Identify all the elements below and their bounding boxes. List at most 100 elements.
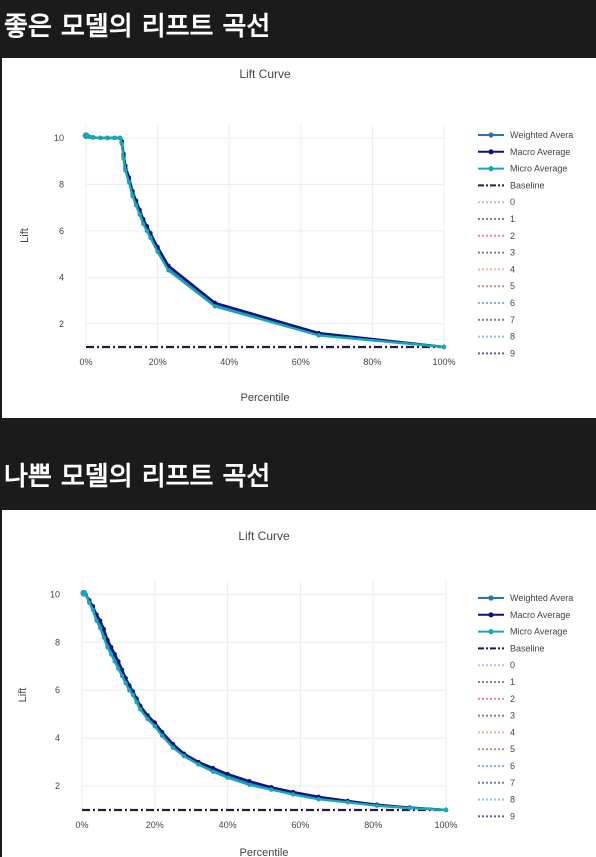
chart0-series-point-2 xyxy=(133,203,139,208)
chart1-x-tick-label: 80% xyxy=(364,820,382,830)
good-model-heading: 좋은 모델의 리프트 곡선 xyxy=(4,12,271,42)
chart1-legend-marker xyxy=(488,595,494,601)
chart0-x-tick-label: 80% xyxy=(363,357,381,367)
chart1-legend-label: 4 xyxy=(510,727,515,737)
chart1-legend-label: 1 xyxy=(510,677,515,687)
chart1-series-point-2 xyxy=(87,600,92,605)
chart1-series-point-1 xyxy=(225,771,230,777)
chart0-series-point-2 xyxy=(130,193,135,199)
chart1-x-tick-label: 20% xyxy=(146,820,164,830)
chart1-series-point-2 xyxy=(196,762,201,767)
chart0-series-point-2 xyxy=(166,268,171,273)
chart0-series-point-2 xyxy=(126,179,132,185)
chart0-series-line-2 xyxy=(85,134,445,349)
chart1-legend-label: 9 xyxy=(510,811,515,821)
chart1-series-point-1 xyxy=(108,644,114,650)
chart1-series-point-2 xyxy=(316,797,321,802)
chart0-x-axis-label: Percentile xyxy=(241,392,290,404)
chart1-series-point-2 xyxy=(90,607,96,613)
bad-model-chart-panel: Lift Curve 0% 20% 40% 60% 80% 100% 2 4 6 8 10 Percen… xyxy=(2,510,596,857)
chart0-series-point-2 xyxy=(148,235,153,241)
chart1-series-point-2 xyxy=(181,753,187,759)
chart1-series-point-1 xyxy=(116,659,121,664)
chart0-series-point-2 xyxy=(119,141,125,146)
chart1-legend-label: 3 xyxy=(510,711,515,721)
chart0-legend-marker xyxy=(488,166,494,172)
chart1-series-point-2 xyxy=(134,699,139,705)
chart1-legend-label: Micro Average xyxy=(510,627,567,637)
chart0-legend-label: 3 xyxy=(510,248,515,258)
chart0-series-point-2 xyxy=(105,135,110,141)
chart1-x-tick-label: 60% xyxy=(291,820,309,830)
chart1-series-point-2 xyxy=(83,592,88,597)
chart1-series-point-2 xyxy=(108,652,114,657)
chart1-series-point-2 xyxy=(98,625,103,631)
chart1-legend-marker xyxy=(488,612,494,618)
chart1-series-point-2 xyxy=(138,707,143,712)
chart0-x-tick-label: 100% xyxy=(432,357,455,367)
chart0-legend-marker xyxy=(488,132,494,138)
chart1-series-point-2 xyxy=(170,745,176,750)
chart1-series-point-1 xyxy=(247,779,252,784)
chart1-series-point-2 xyxy=(123,680,128,686)
chart0-y-tick-label: 6 xyxy=(59,226,64,236)
chart0-legend-label: 5 xyxy=(510,281,515,291)
chart1-x-tick-label: 0% xyxy=(75,820,88,830)
chart1-x-tick-label: 100% xyxy=(434,820,457,830)
chart1-x-axis-label: Percentile xyxy=(240,847,289,857)
chart1-series-point-2 xyxy=(407,805,412,811)
chart1-legend-marker xyxy=(488,629,494,635)
chart1-legend-label: Macro Average xyxy=(510,610,570,620)
chart1-legend-label: Baseline xyxy=(510,643,545,653)
chart0-y-tick-label: 2 xyxy=(59,319,64,329)
chart1-y-tick-label: 8 xyxy=(55,637,60,647)
chart1-series-point-2 xyxy=(290,792,296,797)
chart0-title: Lift Curve xyxy=(239,67,291,81)
chart0-legend-label: 1 xyxy=(510,214,515,224)
chart1-series-point-2 xyxy=(105,644,110,650)
bad-model-heading: 나쁜 모델의 리프트 곡선 xyxy=(4,462,271,492)
chart0-legend-label: 9 xyxy=(510,348,515,358)
chart1-y-tick-label: 4 xyxy=(55,733,60,743)
chart0-legend-label: 2 xyxy=(510,231,515,241)
chart1-legend-label: 5 xyxy=(510,744,515,754)
chart1-legend-label: 7 xyxy=(510,778,515,788)
chart0-y-axis-label: Lift xyxy=(19,228,31,243)
chart0-series-point-2 xyxy=(117,135,123,141)
chart1-legend-label: 6 xyxy=(510,761,515,771)
chart1-legend-label: 2 xyxy=(510,694,515,704)
chart0-series-point-2 xyxy=(87,134,92,139)
chart0-x-tick-label: 40% xyxy=(220,357,238,367)
chart1-series-point-2 xyxy=(374,803,380,808)
chart1-series-point-2 xyxy=(94,618,99,623)
chart1-series-point-2 xyxy=(119,673,125,679)
chart0-legend-label: 7 xyxy=(510,315,515,325)
chart0-series-point-2 xyxy=(144,228,150,234)
chart1-series-point-2 xyxy=(152,723,157,729)
chart0-series-line-1 xyxy=(85,134,445,349)
chart0-x-tick-label: 0% xyxy=(79,357,92,367)
chart1-series-point-1 xyxy=(98,618,103,623)
chart1-series-point-2 xyxy=(116,666,121,671)
chart0-series-point-2 xyxy=(137,212,142,217)
chart0-series-point-2 xyxy=(121,156,126,162)
chart1-series-point-2 xyxy=(127,688,132,693)
chart0-x-tick-label: 60% xyxy=(292,357,310,367)
chart1-series-point-2 xyxy=(345,800,350,805)
chart1-series-point-1 xyxy=(101,626,107,632)
chart0-y-tick-label: 4 xyxy=(59,272,64,282)
good-model-chart-panel: Lift Curve 0% 20% 40% 60% 80% 100% 2 4 6 8 10 Percen… xyxy=(2,58,596,418)
chart0-series-point-2 xyxy=(112,135,117,141)
chart0-series-point-2 xyxy=(155,249,160,254)
chart1-title: Lift Curve xyxy=(238,529,290,543)
chart0-y-tick-label: 8 xyxy=(59,179,64,189)
chart0-legend-label: 0 xyxy=(510,197,515,207)
chart0-legend-label: 8 xyxy=(510,332,515,342)
chart1-y-tick-label: 6 xyxy=(55,685,60,695)
chart0-legend-label: Baseline xyxy=(510,180,545,190)
chart1-y-tick-label: 2 xyxy=(55,781,60,791)
chart1-series-point-1 xyxy=(119,667,125,673)
chart1-y-tick-label: 10 xyxy=(50,589,60,599)
